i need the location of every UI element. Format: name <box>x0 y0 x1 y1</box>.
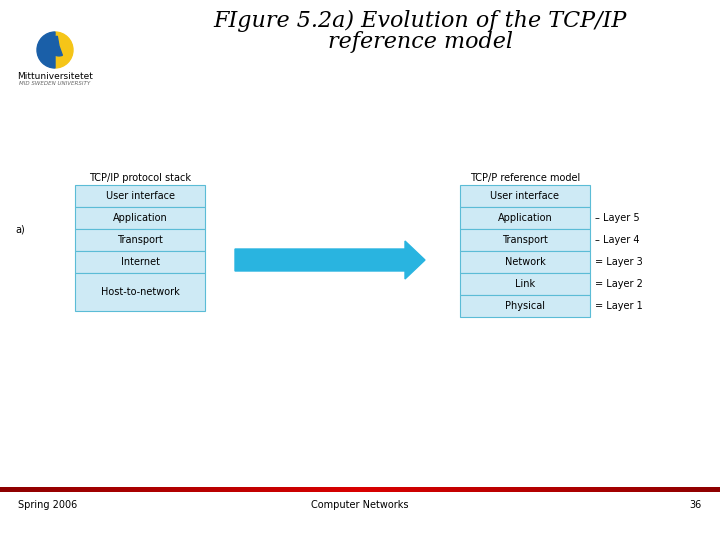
Bar <box>75 207 205 229</box>
Text: 36: 36 <box>690 500 702 510</box>
Bar <box>460 229 590 251</box>
Text: Network: Network <box>505 257 545 267</box>
Text: reference model: reference model <box>328 31 513 53</box>
Text: Application: Application <box>498 213 552 223</box>
Text: Transport: Transport <box>502 235 548 245</box>
Text: MID SWEDEN UNIVERSITY: MID SWEDEN UNIVERSITY <box>19 81 91 86</box>
Text: Internet: Internet <box>120 257 160 267</box>
Text: TCP/IP protocol stack: TCP/IP protocol stack <box>89 173 191 183</box>
Bar <box>75 229 205 251</box>
Text: TCP/P reference model: TCP/P reference model <box>470 173 580 183</box>
Wedge shape <box>55 32 73 68</box>
Bar <box>75 251 205 273</box>
Text: Host-to-network: Host-to-network <box>101 287 179 297</box>
Bar <box>460 207 590 229</box>
Bar <box>460 273 590 295</box>
Bar <box>75 185 205 207</box>
Text: Spring 2006: Spring 2006 <box>18 500 77 510</box>
Text: Transport: Transport <box>117 235 163 245</box>
Text: – Layer 5: – Layer 5 <box>595 213 639 223</box>
Bar <box>460 295 590 317</box>
Text: User interface: User interface <box>106 191 174 201</box>
Text: Link: Link <box>515 279 535 289</box>
Text: Application: Application <box>112 213 167 223</box>
Text: a): a) <box>15 225 24 235</box>
Text: User interface: User interface <box>490 191 559 201</box>
Text: = Layer 2: = Layer 2 <box>595 279 643 289</box>
Bar <box>75 273 205 311</box>
Text: – Layer 4: – Layer 4 <box>595 235 639 245</box>
Text: Computer Networks: Computer Networks <box>311 500 409 510</box>
Wedge shape <box>49 36 63 56</box>
Text: FIgure 5.2a) Evolution of the TCP/IP: FIgure 5.2a) Evolution of the TCP/IP <box>213 10 626 32</box>
Bar <box>460 251 590 273</box>
Text: = Layer 3: = Layer 3 <box>595 257 643 267</box>
Text: = Layer 1: = Layer 1 <box>595 301 643 311</box>
Wedge shape <box>37 32 55 68</box>
FancyArrow shape <box>235 241 425 279</box>
Text: Physical: Physical <box>505 301 545 311</box>
Bar <box>460 185 590 207</box>
Text: Mittuniversitetet: Mittuniversitetet <box>17 72 93 81</box>
